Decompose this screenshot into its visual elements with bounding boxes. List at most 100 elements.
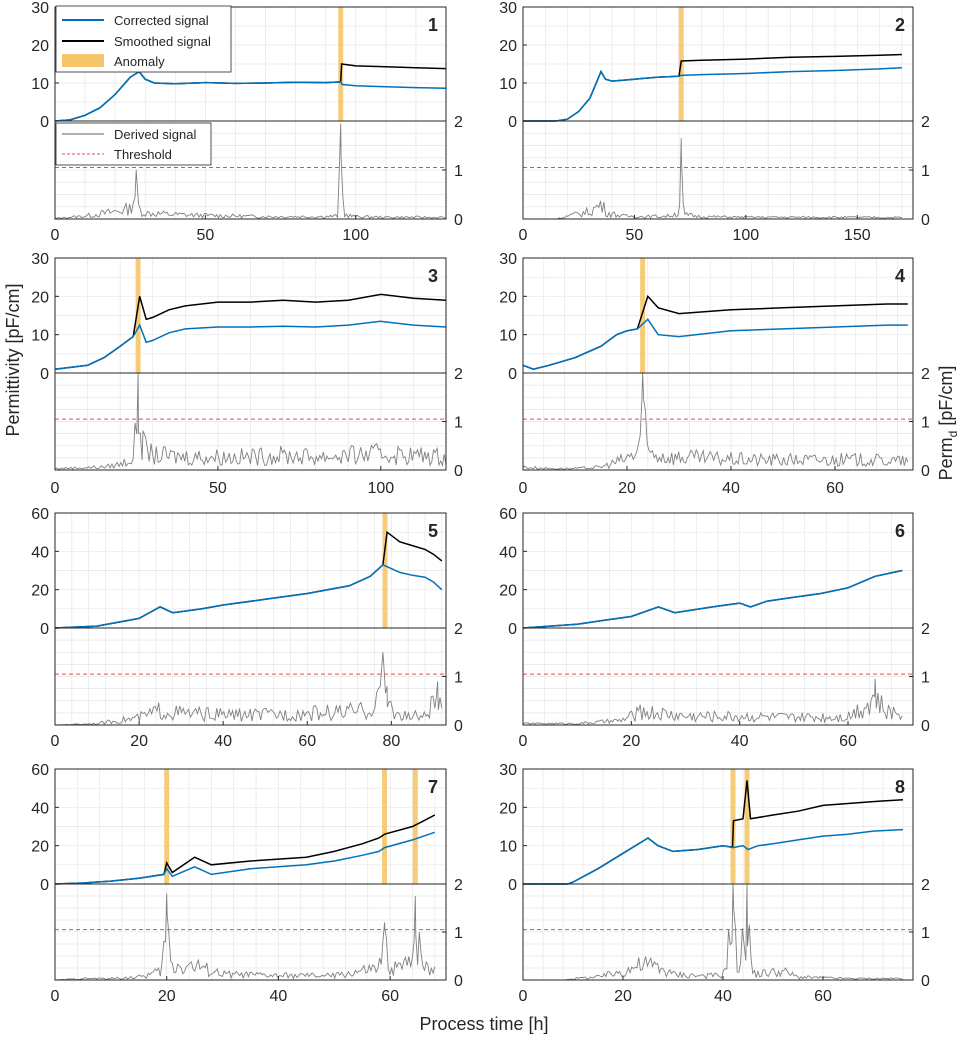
panel-2-number-label: 2 [895,15,905,35]
y-axis-label-left: Permittivity [pF/cm] [3,283,23,436]
x-tick-label: 100 [367,480,394,497]
d-tick-label: 2 [454,877,463,894]
legend-threshold-label: Threshold [114,147,172,162]
panel-8-grid [523,769,913,980]
d-tick-label: 1 [921,163,930,180]
y-tick-label: 0 [40,877,49,894]
x-tick-label: 60 [298,733,316,750]
x-tick-label: 100 [733,227,760,244]
d-tick-label: 1 [454,415,463,432]
panel-1-derived-line [55,123,447,219]
panel-2-corrected-line [523,67,902,122]
d-tick-label: 0 [921,973,930,990]
d-tick-label: 1 [454,925,463,942]
y-tick-label: 40 [31,544,49,561]
panel-7-number-label: 7 [428,777,438,797]
x-tick-label: 60 [814,988,832,1005]
x-tick-label: 0 [519,480,528,497]
panel-8-anomaly-band [744,769,750,884]
x-tick-label: 40 [270,988,288,1005]
x-tick-label: 0 [51,733,60,750]
panel-3-grid [55,258,446,470]
panel-6-derived-line [522,678,903,725]
d-tick-label: 2 [921,366,930,383]
panel-3-derived-line [54,372,447,471]
d-tick-label: 0 [921,212,930,229]
panel-6-grid [523,513,913,725]
panel-3-number-label: 3 [428,266,438,286]
legend-derived-label: Derived signal [114,127,196,142]
x-tick-label: 60 [826,480,844,497]
y-tick-label: 10 [31,328,49,345]
y-tick-label: 20 [31,289,49,306]
panel-7-anomaly-band [382,769,388,884]
panel-8-corrected-line [523,828,904,885]
d-tick-label: 0 [454,973,463,990]
d-tick-label: 2 [454,114,463,131]
d-tick-label: 2 [921,114,930,131]
y-tick-label: 40 [499,544,517,561]
panel-5-anomaly-band [382,513,388,628]
x-tick-label: 60 [839,733,857,750]
d-tick-label: 1 [921,925,930,942]
x-tick-label: 20 [158,988,176,1005]
y-tick-label: 20 [31,38,49,55]
panel-1-number-label: 1 [428,15,438,35]
y-tick-label: 0 [508,114,517,131]
y-tick-label: 0 [508,877,517,894]
x-tick-label: 0 [51,480,60,497]
y-tick-label: 10 [499,76,517,93]
panel-3-corrected-line [54,320,447,370]
panel-4-anomaly-band [640,258,646,373]
y-tick-label: 30 [499,762,517,779]
x-tick-label: 50 [626,227,644,244]
y-tick-label: 20 [499,289,517,306]
panel-6-number-label: 6 [895,521,905,541]
x-tick-label: 150 [844,227,871,244]
d-tick-label: 1 [921,415,930,432]
y-axis-label-right-main: Perm [936,437,956,480]
legend-corrected-label: Corrected signal [114,13,209,28]
y-tick-label: 30 [31,0,49,17]
x-tick-label: 0 [51,227,60,244]
d-tick-label: 2 [454,621,463,638]
legend-derived-box [55,122,212,166]
x-tick-label: 0 [519,988,528,1005]
y-tick-label: 20 [499,800,517,817]
x-tick-label: 0 [519,733,528,750]
y-tick-label: 30 [499,0,517,17]
y-tick-label: 10 [31,76,49,93]
y-tick-label: 10 [499,328,517,345]
d-tick-label: 1 [921,670,930,687]
d-tick-label: 0 [454,463,463,480]
y-tick-label: 20 [499,583,517,600]
panel-3-anomaly-band [135,258,141,373]
x-tick-label: 40 [722,480,740,497]
panel-6-corrected-line [522,569,903,629]
panel-7-corrected-line [54,831,436,885]
y-tick-label: 20 [499,38,517,55]
y-tick-label: 0 [40,621,49,638]
d-tick-label: 2 [921,877,930,894]
panel-5-corrected-line [54,563,443,629]
y-tick-label: 0 [508,366,517,383]
d-tick-label: 2 [921,621,930,638]
y-tick-label: 60 [499,506,517,523]
y-tick-label: 10 [499,839,517,856]
panel-5-number-label: 5 [428,521,438,541]
y-tick-label: 60 [31,506,49,523]
x-tick-label: 80 [382,733,400,750]
d-tick-label: 1 [454,670,463,687]
panel-1-anomaly-band [338,7,344,121]
y-axis-label-right: Permd [pF/cm] [936,366,960,481]
y-tick-label: 0 [40,114,49,131]
panel-2-derived-line [523,138,902,220]
d-tick-label: 0 [454,718,463,735]
legend-smoothed-label: Smoothed signal [114,34,211,49]
